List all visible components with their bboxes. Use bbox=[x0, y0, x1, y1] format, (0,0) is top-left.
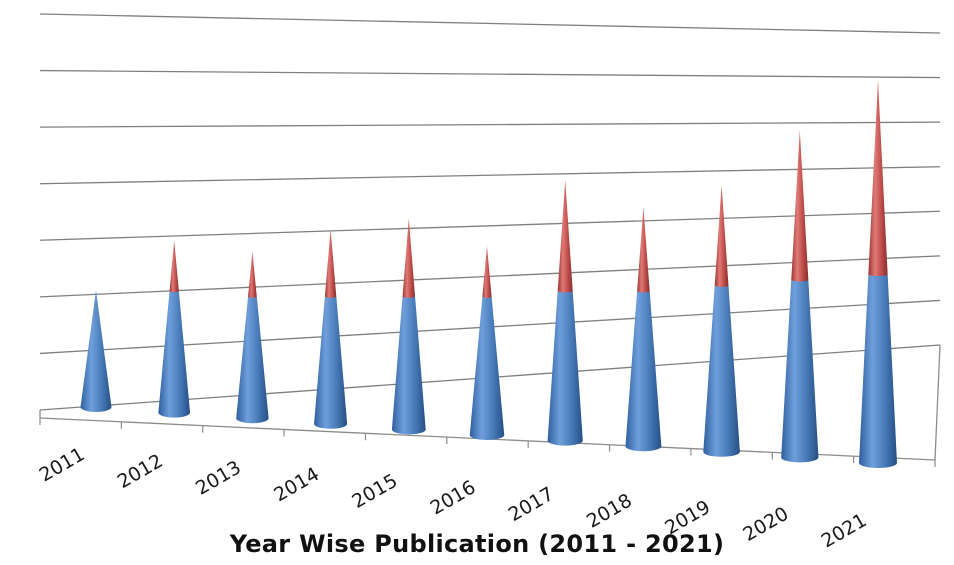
cone-segment-red bbox=[868, 80, 888, 277]
cone-segment-blue bbox=[781, 279, 819, 463]
cone-segment-blue bbox=[236, 296, 269, 424]
cone-segment-blue bbox=[469, 296, 505, 440]
x-tick-label: 2012 bbox=[114, 450, 167, 493]
cone-segment-red bbox=[248, 251, 257, 298]
x-tick-label: 2015 bbox=[348, 470, 401, 513]
cone-segment-blue bbox=[314, 296, 348, 429]
gridline bbox=[39, 166, 941, 185]
x-tick-label: 2017 bbox=[505, 483, 558, 526]
x-tick-label: 2011 bbox=[36, 443, 89, 486]
cone-segment-red bbox=[324, 229, 337, 298]
gridline bbox=[39, 121, 941, 128]
gridline bbox=[39, 13, 941, 34]
cone-segment-red bbox=[637, 207, 650, 293]
cone-segment-blue bbox=[158, 290, 191, 418]
cone-segment-red bbox=[791, 129, 809, 282]
gridline bbox=[39, 255, 941, 298]
chart-floor bbox=[39, 344, 941, 467]
gridlines bbox=[39, 13, 941, 411]
x-tick-label: 2018 bbox=[583, 489, 636, 532]
x-tick-label: 2016 bbox=[427, 476, 480, 519]
cone-segment-blue bbox=[547, 290, 583, 446]
cone-segment-blue bbox=[391, 296, 426, 435]
cone-segment-blue bbox=[625, 290, 662, 452]
cone-segment-red bbox=[169, 240, 179, 293]
gridline bbox=[39, 69, 941, 79]
cone-segment-red bbox=[482, 246, 492, 298]
cone-segment-red bbox=[402, 218, 416, 298]
x-tick-label: 2014 bbox=[270, 463, 323, 506]
chart-title: Year Wise Publication (2011 - 2021) bbox=[229, 530, 725, 558]
cone-segment-red bbox=[557, 179, 573, 293]
cone-segment-red bbox=[714, 185, 729, 288]
cone-series bbox=[80, 80, 897, 468]
cone-segment-blue bbox=[80, 290, 112, 412]
cone-segment-blue bbox=[859, 274, 897, 468]
gridline bbox=[39, 210, 941, 241]
cone-segment-blue bbox=[703, 285, 740, 457]
x-tick-label: 2013 bbox=[192, 456, 245, 499]
